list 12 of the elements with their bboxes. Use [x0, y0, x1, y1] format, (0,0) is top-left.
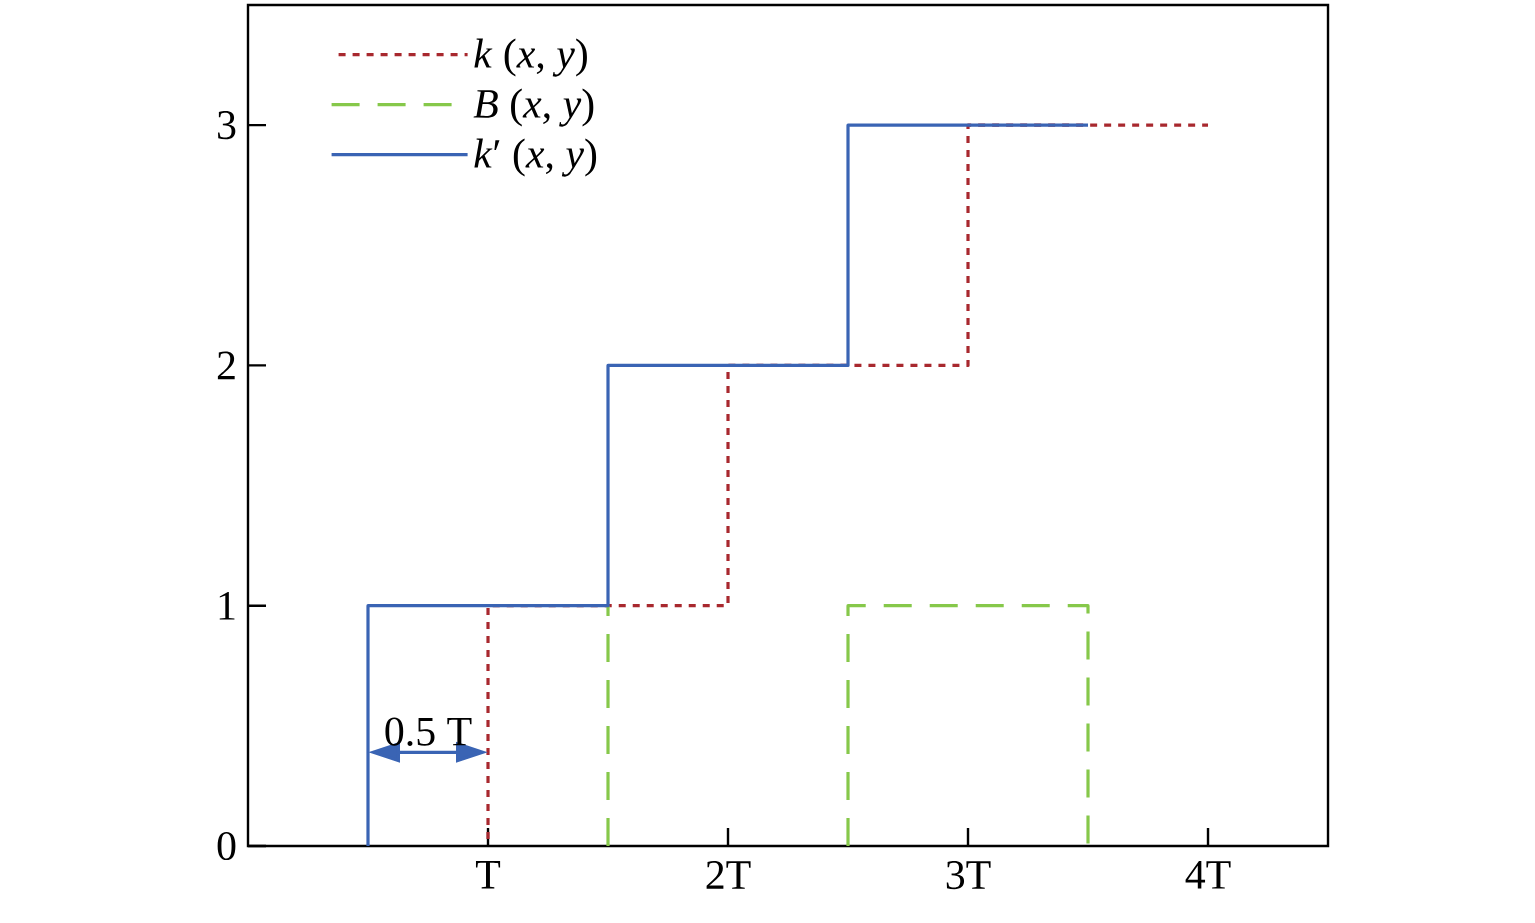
- y-tick-label: 2: [217, 351, 235, 380]
- annotation: 0.5 T: [385, 717, 472, 746]
- legend-label: k (x, y): [474, 38, 587, 77]
- x-tick-label: 4T: [1185, 861, 1231, 889]
- x-tick-label: 3T: [946, 861, 991, 890]
- legend-label: B (x, y): [473, 88, 594, 127]
- y-tick-label: 1: [219, 591, 235, 620]
- y-tick-label: 3: [218, 111, 236, 140]
- x-tick-label: T: [475, 861, 501, 889]
- x-tick-label: 2T: [706, 861, 751, 889]
- legend-label: k′ (x, y): [474, 138, 597, 177]
- y-tick-label: 0: [217, 831, 236, 861]
